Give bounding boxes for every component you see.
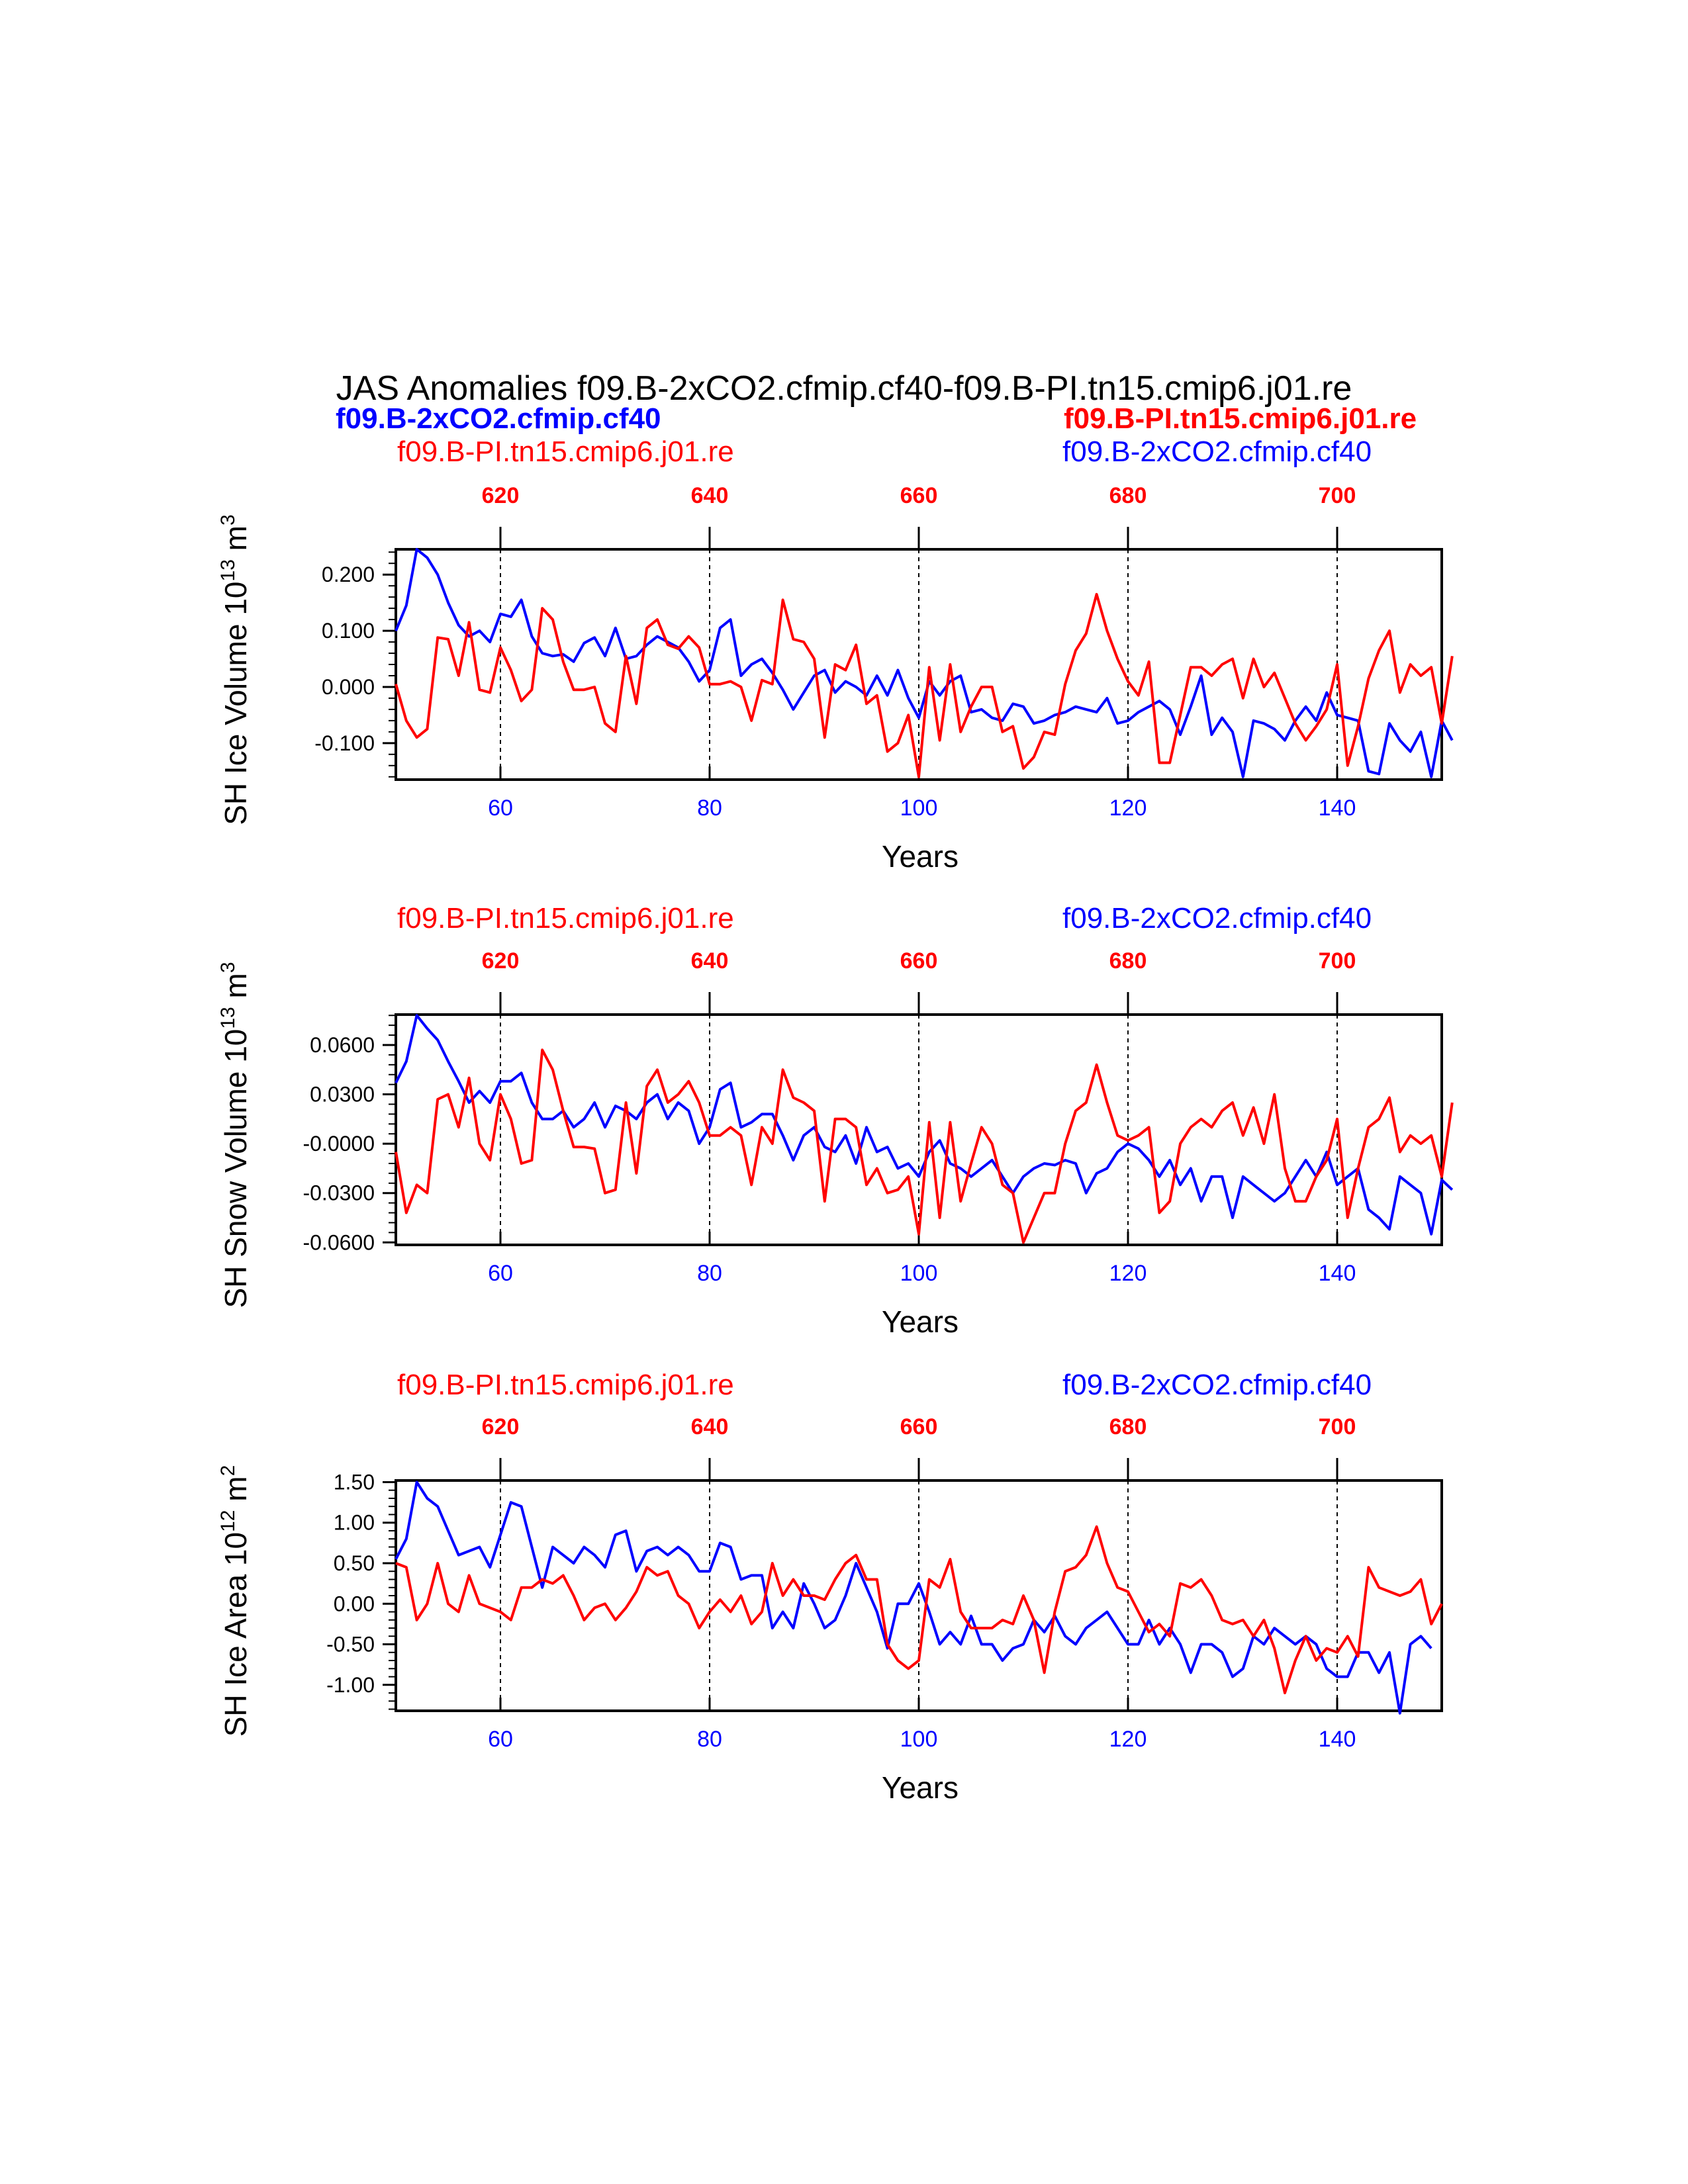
x-tick-label: 60 — [488, 1727, 513, 1752]
x-axis-label: Years — [882, 839, 959, 874]
y-tick-label: 0.00 — [334, 1592, 375, 1615]
y-axis-unit: m — [218, 973, 253, 1007]
y-tick-label: 0.000 — [322, 675, 375, 699]
figure-title: JAS Anomalies f09.B-2xCO2.cfmip.cf40-f09… — [336, 369, 1352, 408]
x-tick-label: 140 — [1319, 1261, 1356, 1286]
panel2-left-label: f09.B-PI.tn15.cmip6.j01.re — [397, 902, 734, 934]
y-tick-label: 0.50 — [334, 1551, 375, 1575]
y-axis-label: SH Ice Area 1012 m2 — [217, 1465, 253, 1737]
top-x-tick-label: 640 — [691, 483, 729, 508]
y-axis-label-text: SH Ice Area 10 — [218, 1532, 253, 1737]
y-tick-label: 0.100 — [322, 619, 375, 643]
top-x-tick-label: 620 — [482, 1414, 520, 1439]
series-line-case2 — [395, 1048, 1454, 1244]
x-tick-label: 100 — [900, 1261, 938, 1286]
series-line-case1 — [395, 548, 1454, 778]
x-tick-label: 80 — [697, 796, 722, 821]
top-x-tick-label: 620 — [482, 483, 520, 508]
panel-ice-volume: 60 620 80 640 100 660 120 680 140 700 -0.100 0.000 0… — [217, 483, 1454, 874]
panel2-right-label: f09.B-2xCO2.cfmip.cf40 — [1062, 902, 1372, 934]
top-x-tick-label: 640 — [691, 1414, 729, 1439]
y-tick-label: 0.200 — [322, 563, 375, 586]
top-x-tick-label: 660 — [900, 1414, 938, 1439]
y-axis-label-text: SH Ice Volume 10 — [218, 581, 253, 825]
top-x-tick-label: 700 — [1319, 1414, 1356, 1439]
y-axis-unit-exponent: 13 — [217, 1007, 239, 1028]
y-axis-unit-exponent: 12 — [217, 1510, 239, 1532]
x-tick-label: 60 — [488, 796, 513, 821]
y-axis-unit-power: 2 — [217, 1465, 239, 1477]
x-tick-label: 80 — [697, 1261, 722, 1286]
top-x-tick-label: 660 — [900, 948, 938, 974]
panel1-left-label: f09.B-PI.tn15.cmip6.j01.re — [397, 435, 734, 468]
y-tick-label: -0.0300 — [303, 1181, 375, 1205]
y-axis-label-text: SH Snow Volume 10 — [218, 1029, 253, 1308]
y-tick-label: 0.0600 — [310, 1033, 375, 1057]
x-tick-label: 140 — [1319, 1727, 1356, 1752]
panel-ice-area: 60 620 80 640 100 660 120 680 140 700 -1.00 -0.50 0.… — [217, 1414, 1443, 1805]
y-tick-label: 1.00 — [334, 1511, 375, 1535]
top-x-tick-label: 620 — [482, 948, 520, 974]
y-axis-unit-exponent: 13 — [217, 559, 239, 581]
x-tick-label: 80 — [697, 1727, 722, 1752]
top-x-tick-label: 680 — [1109, 1414, 1147, 1439]
y-tick-label: -0.0000 — [303, 1132, 375, 1156]
top-x-tick-label: 640 — [691, 948, 729, 974]
series-line-case1 — [395, 1480, 1432, 1715]
y-axis-unit: m — [218, 525, 253, 559]
y-axis-unit: m — [218, 1476, 253, 1510]
series-line-case2 — [395, 1525, 1443, 1694]
panel1-left-bold-label: f09.B-2xCO2.cfmip.cf40 — [336, 402, 661, 435]
y-axis-label: SH Snow Volume 1013 m3 — [217, 962, 253, 1308]
y-tick-label: 0.0300 — [310, 1083, 375, 1107]
x-tick-label: 120 — [1109, 1261, 1147, 1286]
y-tick-label: -0.0600 — [303, 1230, 375, 1254]
top-x-tick-label: 700 — [1319, 483, 1356, 508]
y-tick-label: 1.50 — [334, 1470, 375, 1494]
top-x-tick-label: 680 — [1109, 948, 1147, 974]
panel1-right-label: f09.B-2xCO2.cfmip.cf40 — [1062, 435, 1372, 468]
y-axis-label: SH Ice Volume 1013 m3 — [217, 514, 253, 825]
x-axis-label: Years — [882, 1304, 959, 1339]
y-axis-unit-power: 3 — [217, 962, 239, 973]
series-line-case2 — [395, 592, 1454, 778]
x-tick-label: 60 — [488, 1261, 513, 1286]
y-tick-label: -0.100 — [314, 731, 375, 755]
series-line-case1 — [395, 1014, 1454, 1236]
y-tick-label: -1.00 — [326, 1673, 375, 1697]
x-tick-label: 100 — [900, 1727, 938, 1752]
x-tick-label: 140 — [1319, 796, 1356, 821]
top-x-tick-label: 680 — [1109, 483, 1147, 508]
panel-snow-volume: 60 620 80 640 100 660 120 680 140 700 -0.0600 -0.03… — [217, 948, 1454, 1339]
x-tick-label: 120 — [1109, 1727, 1147, 1752]
panel3-left-label: f09.B-PI.tn15.cmip6.j01.re — [397, 1369, 734, 1401]
top-x-tick-label: 700 — [1319, 948, 1356, 974]
x-tick-label: 100 — [900, 796, 938, 821]
panel3-right-label: f09.B-2xCO2.cfmip.cf40 — [1062, 1369, 1372, 1401]
y-axis-unit-power: 3 — [217, 514, 239, 525]
top-x-tick-label: 660 — [900, 483, 938, 508]
y-tick-label: -0.50 — [326, 1633, 375, 1657]
x-tick-label: 120 — [1109, 796, 1147, 821]
x-axis-label: Years — [882, 1770, 959, 1805]
panel1-right-bold-label: f09.B-PI.tn15.cmip6.j01.re — [1064, 402, 1417, 435]
